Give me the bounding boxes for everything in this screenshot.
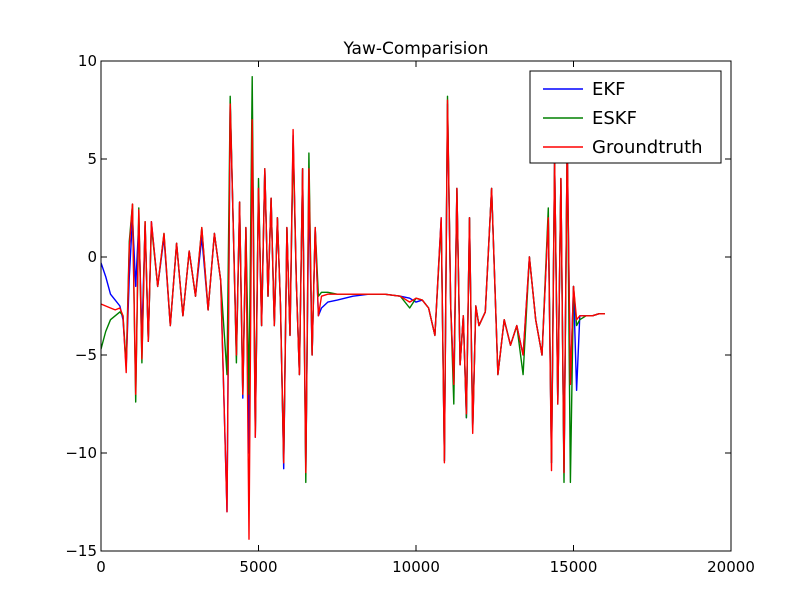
legend: EKF ESKF Groundtruth [529, 70, 722, 164]
y-tick-label: −15 [65, 542, 97, 560]
series-line-groundtruth [101, 99, 605, 540]
series-layer [101, 75, 605, 540]
chart-title: Yaw-Comparision [342, 39, 488, 59]
x-tick-label: 5000 [239, 558, 277, 576]
legend-label-groundtruth: Groundtruth [592, 137, 703, 158]
axes-layer: 0 5000 10000 15000 20000 −15 −10 −5 0 5 10 [65, 52, 755, 576]
y-tick-label: 10 [78, 52, 97, 70]
legend-label-ekf: EKF [592, 79, 626, 100]
y-tick-label: −5 [75, 346, 97, 364]
y-tick-label: 0 [87, 248, 97, 266]
y-tick-label: 5 [87, 150, 97, 168]
y-tick-label: −10 [65, 444, 97, 462]
x-tick-label: 15000 [550, 558, 598, 576]
x-tick-label: 20000 [707, 558, 755, 576]
x-tick-label: 10000 [392, 558, 440, 576]
legend-label-eskf: ESKF [592, 108, 637, 129]
x-tick-label: 0 [96, 558, 106, 576]
